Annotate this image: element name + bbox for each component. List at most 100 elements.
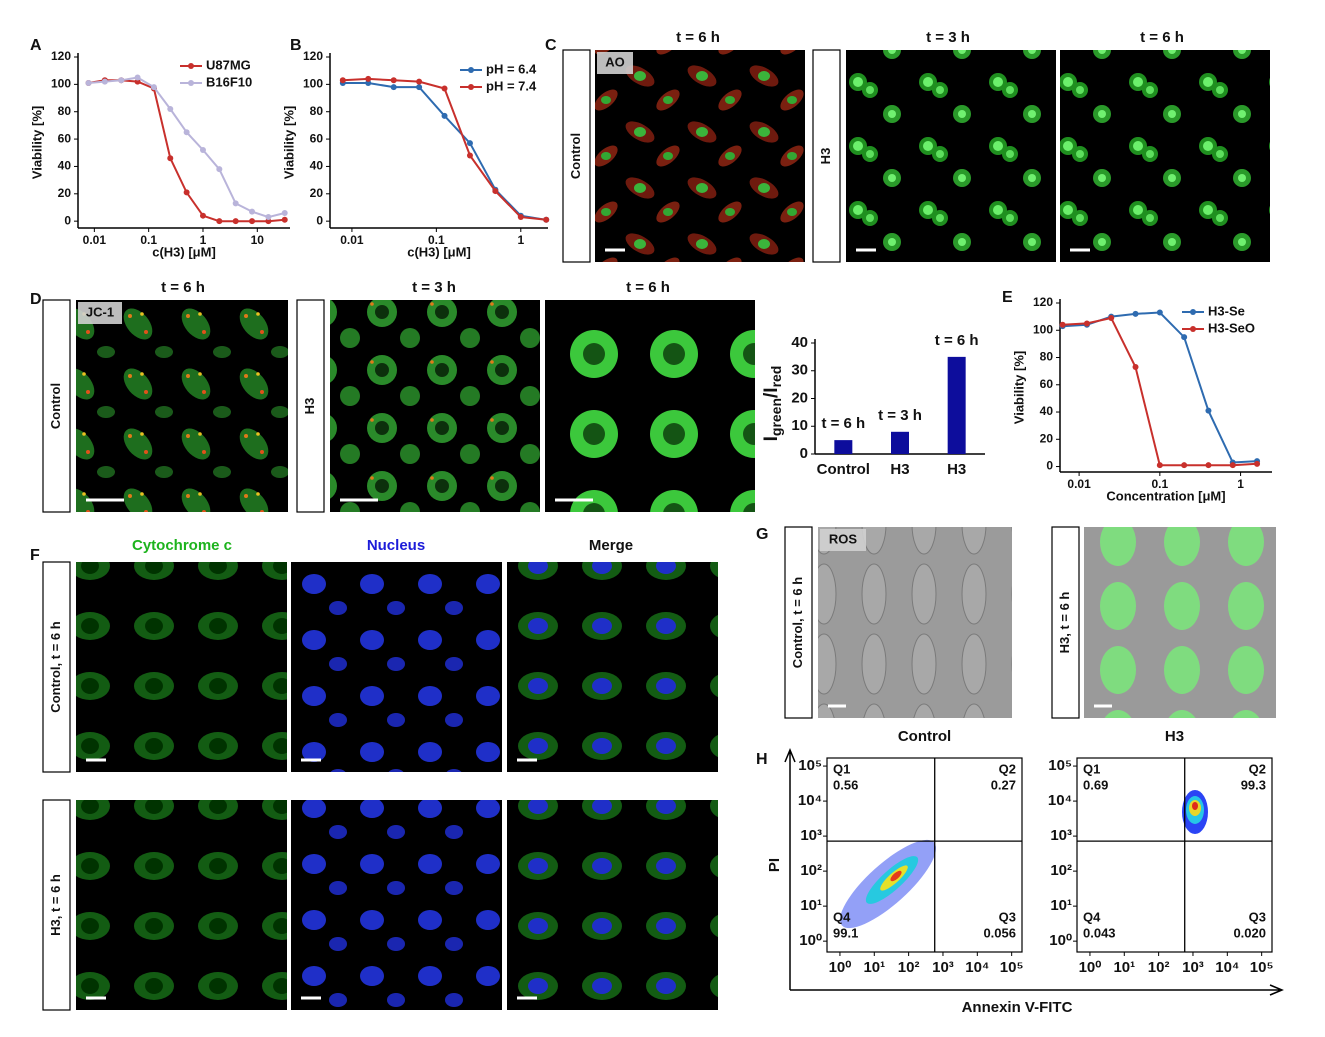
quadrant-value: 0.56 [833,777,858,792]
data-point [265,214,272,221]
row-label-box [42,299,71,513]
row-label: H3 [302,398,317,415]
quadrant-value: 0.020 [1233,925,1266,940]
row-label: Control [48,383,63,429]
y-tick-label: 40 [791,334,808,351]
y-tick-label: 10² [800,862,822,879]
y-tick-label: 10 [791,417,808,434]
micrograph [76,562,287,772]
data-point [167,155,174,162]
row-label: Control, t = 6 h [48,621,63,712]
x-tick-label: 0.01 [1067,477,1091,491]
data-point [216,218,223,225]
x-tick-label: 10 [251,233,265,247]
y-tick-label: 120 [1033,295,1053,309]
panel-label: B [290,37,302,54]
data-point [441,85,448,92]
row-label-box [42,799,71,1011]
quadrant-name: Q3 [1249,909,1266,924]
panel-label: F [30,547,40,564]
y-tick-label: 20 [791,389,808,406]
y-tick-label: 10⁵ [1048,757,1072,774]
micrograph [545,300,755,512]
data-point [441,112,448,119]
micrograph [1060,50,1270,262]
data-point [249,208,256,215]
y-tick-label: 20 [1040,431,1054,445]
y-tick-label: 10³ [800,827,822,844]
legend-label: H3-Se [1208,303,1245,318]
y-tick-label: 20 [310,186,324,200]
row-label-box [42,561,71,773]
data-point [134,74,141,81]
y-axis-label: Viability [%] [29,106,44,179]
y-tick-label: 20 [58,186,72,200]
column-header: t = 6 h [676,29,720,46]
data-point [232,200,239,207]
data-point [1181,334,1188,341]
column-header: t = 3 h [412,279,456,296]
data-point [101,78,108,85]
y-tick-label: 40 [58,159,72,173]
quadrant-name: Q4 [1083,909,1101,924]
y-tick-label: 80 [310,104,324,118]
x-tick-label: 0.1 [428,233,445,247]
quadrant-name: Q4 [833,909,851,924]
y-tick-label: 10⁴ [1048,792,1072,809]
y-tick-label: 10⁵ [798,757,822,774]
data-point [1205,407,1212,414]
data-point [150,84,157,91]
bar [834,440,853,454]
y-tick-label: 80 [58,104,72,118]
y-tick-label: 100 [51,77,71,91]
data-point [492,188,499,195]
image-tag: ROS [829,531,858,546]
legend-marker [468,84,474,90]
x-tick-label: 10⁰ [829,959,852,976]
micrograph [291,800,502,1010]
column-header: Nucleus [367,537,425,554]
legend-label: pH = 6.4 [486,61,537,76]
x-tick-label: 10⁵ [1000,959,1024,976]
panel-label: A [30,37,42,54]
y-axis-label: PI [766,858,783,872]
y-tick-label: 40 [310,159,324,173]
row-label: Control, t = 6 h [790,577,805,668]
image-tag: AO [605,54,625,69]
y-tick-label: 0 [316,213,323,227]
y-axis-label: Viability [%] [281,106,296,179]
micrograph [76,300,288,512]
bar-label: t = 6 h [821,415,865,432]
y-tick-label: 120 [51,49,71,63]
panel-label: E [1002,289,1013,306]
row-label: H3 [818,148,833,165]
column-header: Merge [589,537,633,554]
data-point [1229,462,1236,469]
data-point [232,218,239,225]
x-tick-label: 10² [1148,959,1170,976]
y-tick-label: 30 [791,362,808,379]
data-point [183,189,190,196]
y-tick-label: 60 [310,131,324,145]
series-line [88,79,285,223]
series-line [88,76,285,219]
data-point [249,218,256,225]
x-tick-label: 10⁴ [965,959,989,976]
x-tick-label: 10¹ [1113,959,1135,976]
column-header: t = 3 h [926,29,970,46]
legend-marker [1190,326,1196,332]
data-point [183,129,190,136]
axis-arrow [790,984,1284,996]
data-point [416,78,423,85]
data-point [466,140,473,147]
row-label-box [784,526,813,719]
data-point [1181,462,1188,469]
data-point [281,209,288,216]
micrograph [330,300,540,512]
quadrant-value: 99.1 [833,925,858,940]
data-point [1132,364,1139,371]
y-axis-label-part: I [761,436,782,441]
data-point [1156,462,1163,469]
y-tick-label: 100 [1033,322,1053,336]
data-point [1156,309,1163,316]
